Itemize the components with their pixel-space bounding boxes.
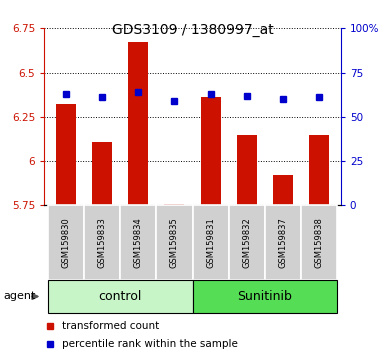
Text: GSM159832: GSM159832: [242, 217, 251, 268]
Text: GSM159837: GSM159837: [278, 217, 287, 268]
Bar: [156, 205, 192, 280]
Bar: [164, 204, 184, 205]
Bar: [48, 205, 84, 280]
Text: Sunitinib: Sunitinib: [238, 290, 292, 303]
Text: GSM159834: GSM159834: [134, 217, 143, 268]
Bar: [56, 104, 76, 205]
Bar: [84, 205, 120, 280]
Bar: [128, 42, 148, 205]
Text: transformed count: transformed count: [62, 321, 159, 331]
Text: agent: agent: [4, 291, 36, 302]
Text: control: control: [99, 290, 142, 303]
Bar: [48, 280, 192, 313]
Text: GSM159838: GSM159838: [315, 217, 323, 268]
Text: GSM159831: GSM159831: [206, 217, 215, 268]
Text: GSM159835: GSM159835: [170, 217, 179, 268]
Bar: [237, 135, 257, 205]
Bar: [273, 175, 293, 205]
Bar: [265, 205, 301, 280]
Bar: [192, 280, 337, 313]
Bar: [92, 142, 112, 205]
Bar: [229, 205, 265, 280]
Text: percentile rank within the sample: percentile rank within the sample: [62, 339, 238, 349]
Text: GSM159830: GSM159830: [62, 217, 70, 268]
Bar: [120, 205, 156, 280]
Bar: [309, 135, 329, 205]
Bar: [301, 205, 337, 280]
Text: GSM159833: GSM159833: [98, 217, 107, 268]
Bar: [192, 205, 229, 280]
Text: GDS3109 / 1380997_at: GDS3109 / 1380997_at: [112, 23, 273, 37]
Bar: [201, 97, 221, 205]
